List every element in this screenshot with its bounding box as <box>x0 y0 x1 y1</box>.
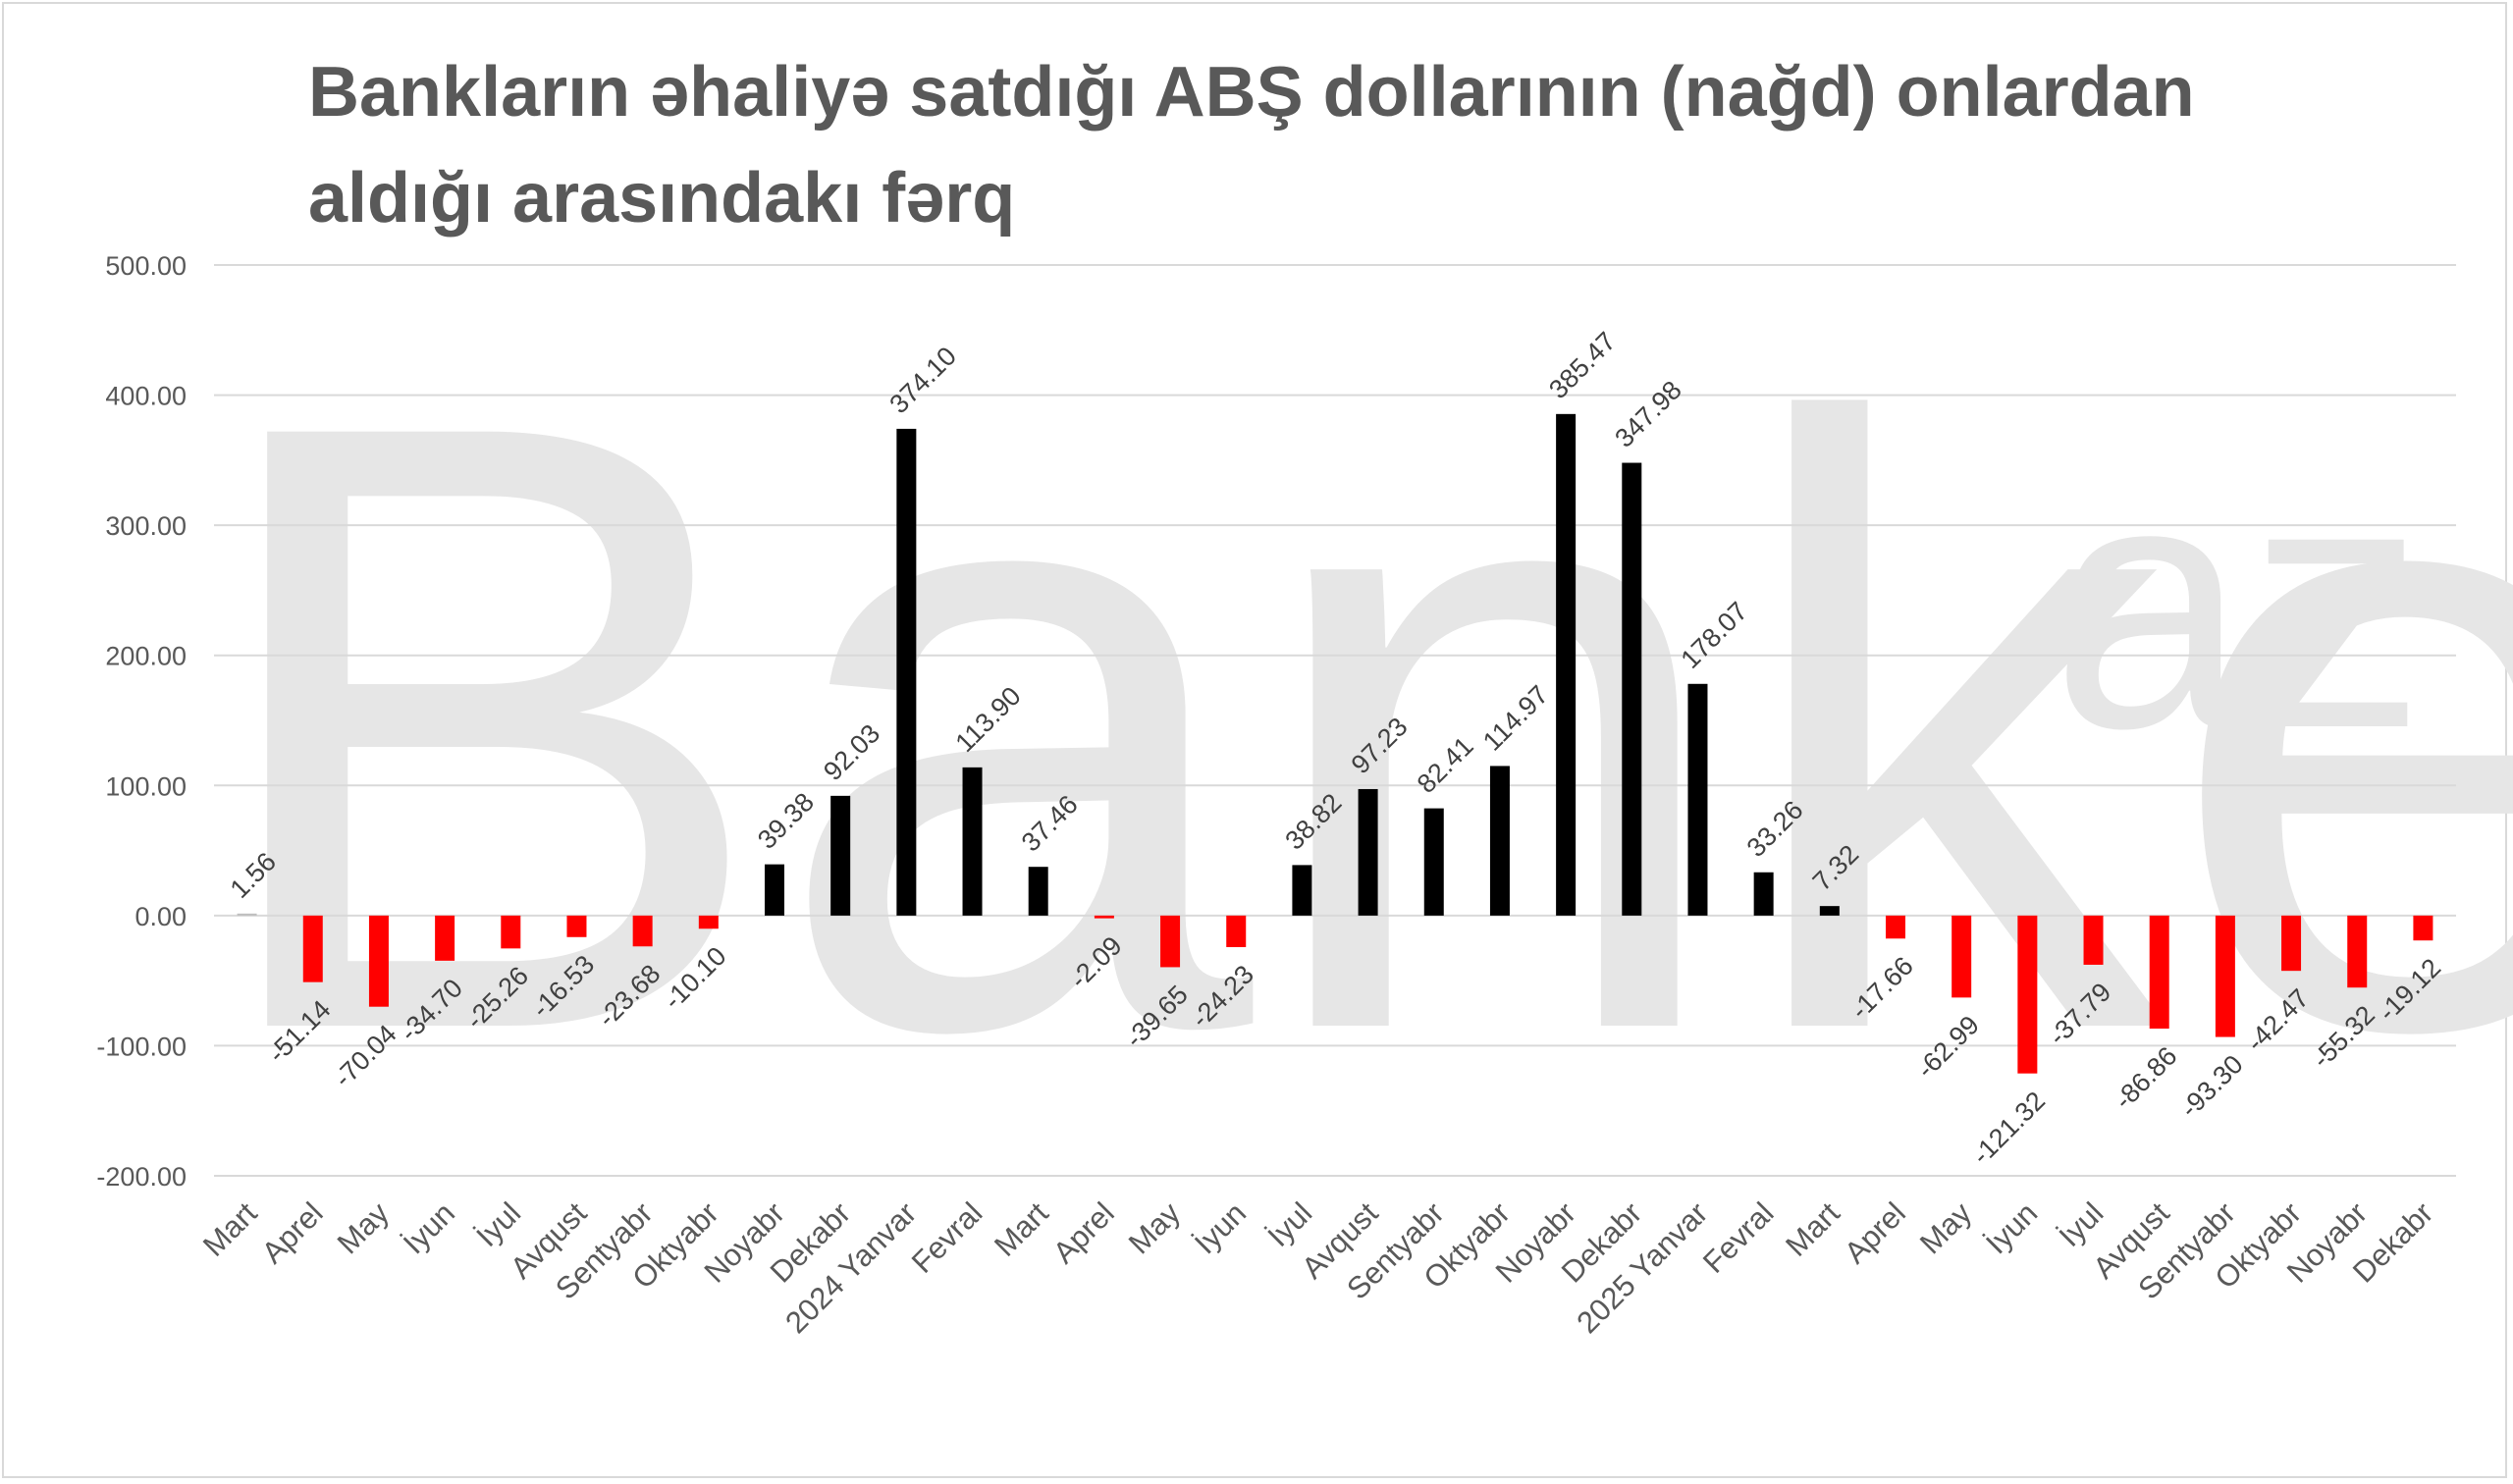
y-tick-label: -200.00 <box>96 1162 187 1192</box>
bar <box>1622 462 1642 916</box>
bar <box>501 915 521 949</box>
bar <box>1094 915 1114 919</box>
watermark-text: Banker <box>196 244 2513 1209</box>
y-tick-label: 500.00 <box>105 251 187 281</box>
bar <box>896 428 917 916</box>
bar <box>237 913 257 916</box>
y-tick-label: -100.00 <box>96 1032 187 1061</box>
bar <box>1160 915 1181 968</box>
bar <box>1226 915 1247 947</box>
bar <box>2017 915 2038 1074</box>
watermark: Bankeraz <box>196 244 2513 1209</box>
bar <box>1358 788 1378 916</box>
y-tick-label: 100.00 <box>105 771 187 801</box>
bar <box>632 915 653 947</box>
gridlines <box>214 264 2456 1177</box>
chart-title: Bankların əhaliyə satdığı ABŞ dollarının… <box>308 53 2195 238</box>
bar <box>1819 906 1840 916</box>
bar <box>435 915 455 961</box>
bar <box>1687 683 1708 916</box>
bar <box>2149 915 2169 1030</box>
y-tick-label: 200.00 <box>105 642 187 671</box>
bar <box>2281 915 2302 972</box>
bar <box>1556 413 1577 916</box>
bar <box>1423 808 1444 916</box>
bar <box>962 767 983 916</box>
bar <box>698 915 719 929</box>
bars <box>237 413 2433 1074</box>
bar <box>765 864 784 916</box>
bar <box>2215 915 2235 1037</box>
bar <box>2413 915 2433 941</box>
bar <box>2347 915 2368 988</box>
bar <box>1028 867 1048 916</box>
bar <box>1753 872 1774 916</box>
y-tick-label: 0.00 <box>134 902 187 931</box>
bar <box>1952 915 1972 998</box>
y-axis: 500.00 400.00 300.00 200.00 100.00 0.00 -100.0… <box>96 251 187 1192</box>
y-tick-label: 300.00 <box>105 511 187 541</box>
y-tick-label: 400.00 <box>105 382 187 411</box>
bar <box>1292 865 1312 916</box>
bar <box>830 795 851 916</box>
watermark-superscript: az <box>2052 407 2425 802</box>
bar <box>566 915 587 937</box>
bar <box>2083 915 2104 965</box>
bar <box>302 915 323 982</box>
bar <box>1489 766 1510 916</box>
bar <box>368 915 389 1007</box>
bar <box>1886 915 1905 939</box>
